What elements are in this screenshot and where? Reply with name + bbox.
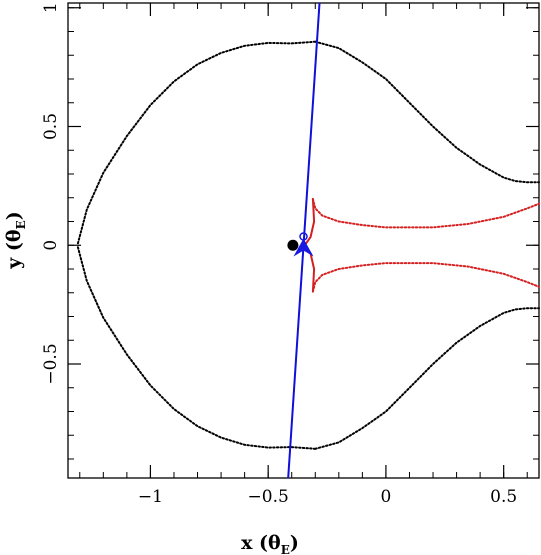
y-tick-label: 0	[41, 240, 61, 251]
axes	[67, 2, 540, 479]
critical-curve-lower-left	[76, 244, 317, 450]
x-tick-label: 0	[381, 487, 392, 507]
critical-curve-upper-left	[76, 40, 317, 247]
lens-marker	[287, 239, 299, 251]
caustic-lower-edge	[311, 262, 540, 293]
caustic-left-cusp-upper	[303, 198, 316, 246]
x-tick-label: −1	[138, 487, 163, 507]
critical-curve-lower-right	[314, 307, 540, 450]
y-axis-label: y (θE)	[3, 211, 28, 269]
source-direction-arrow	[293, 238, 314, 257]
y-tick-label: 1	[41, 2, 61, 13]
critical-curve-upper-right	[314, 40, 540, 184]
x-tick-label: −0.5	[248, 487, 289, 507]
caustic-upper-edge	[311, 197, 540, 229]
plot-frame	[67, 2, 540, 479]
x-axis-label: x (θE)	[241, 532, 299, 555]
y-tick-label: −0.5	[41, 343, 61, 384]
y-tick-label: 0.5	[41, 113, 61, 140]
x-tick-label: 0.5	[490, 487, 517, 507]
ticks: −1 −0.5 0 0.5 −0.5 0 0.5 1	[41, 2, 539, 507]
curves	[76, 2, 540, 479]
